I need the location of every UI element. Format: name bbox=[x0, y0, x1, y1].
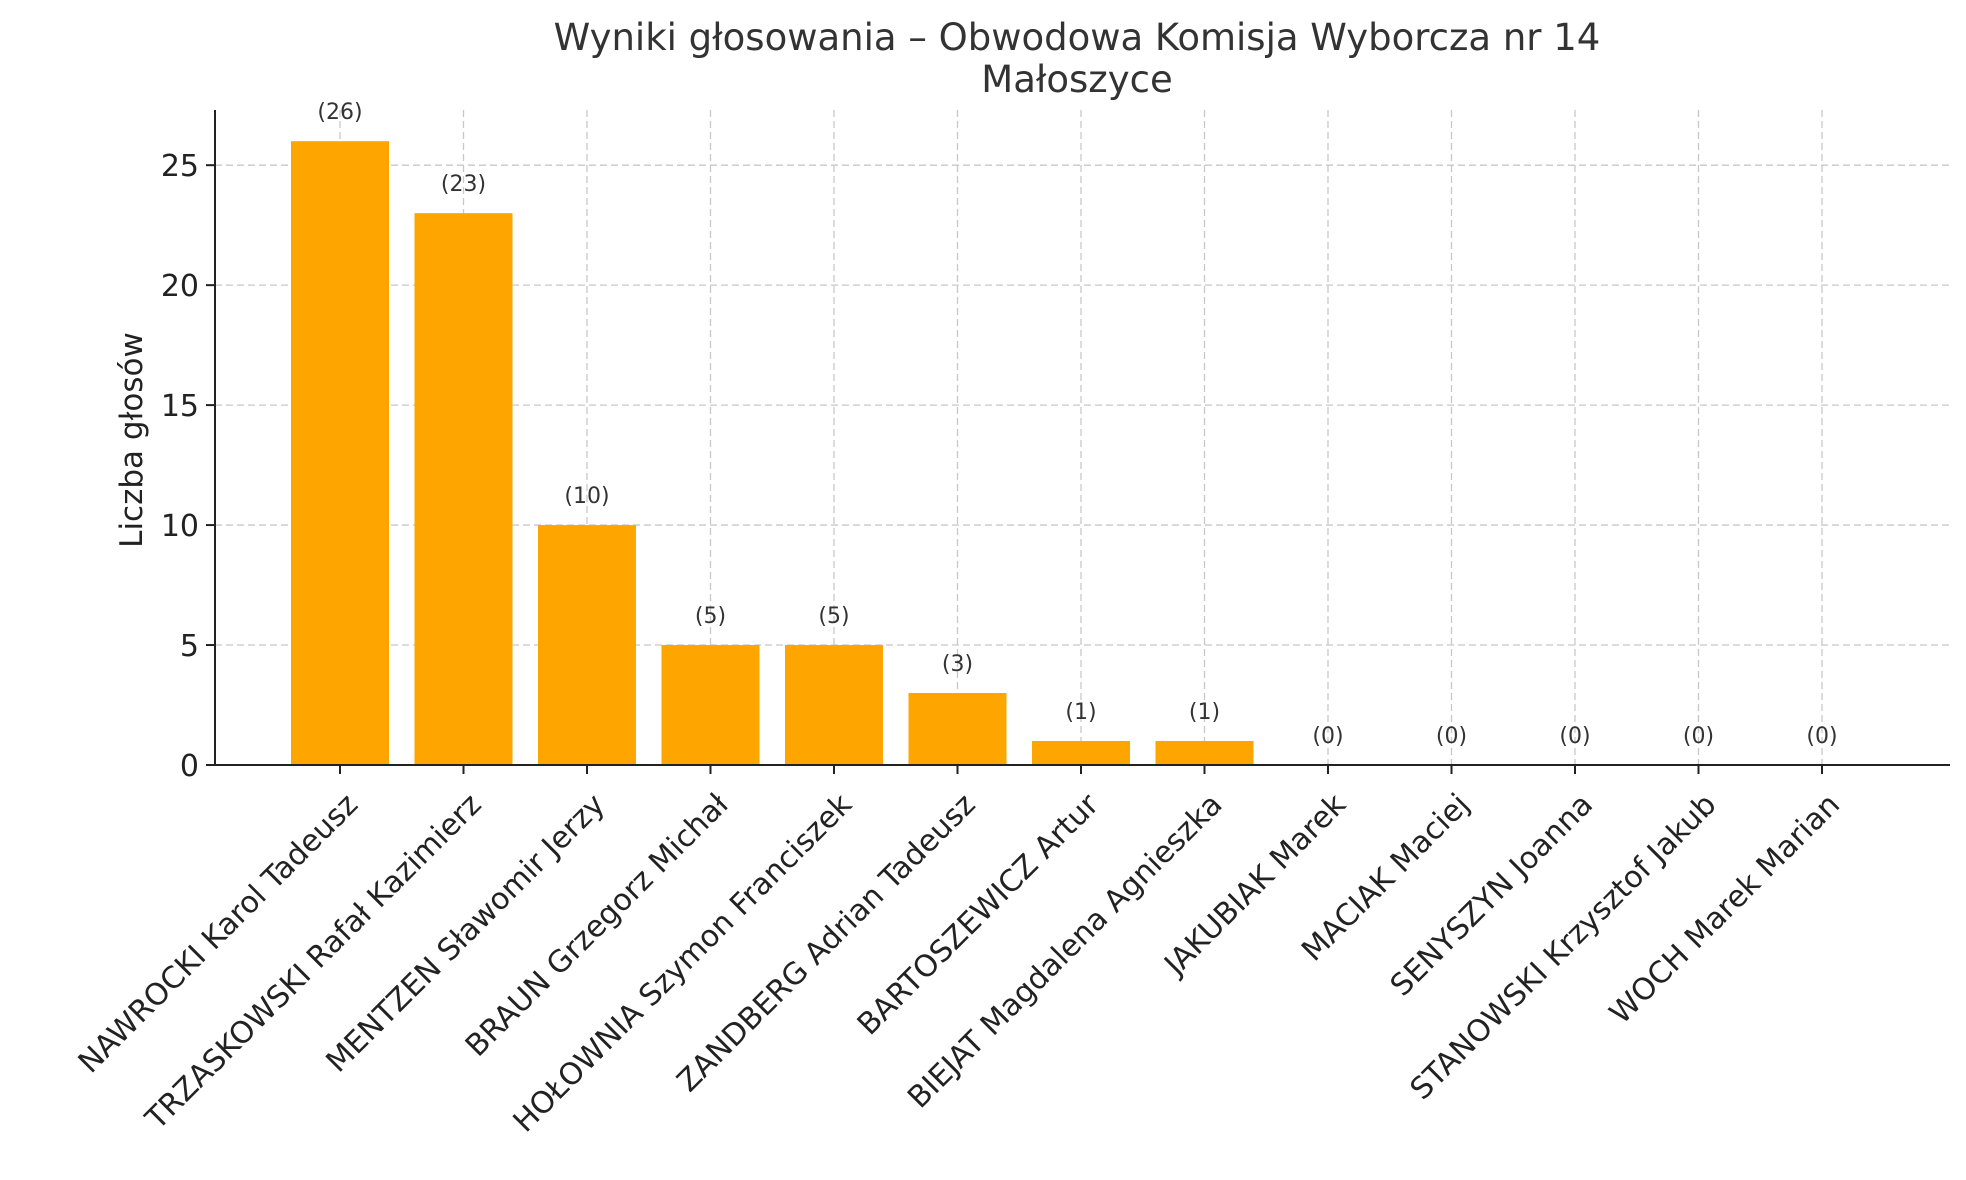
bar-data-label: (26) bbox=[317, 100, 362, 125]
bar-data-label: (23) bbox=[441, 172, 486, 197]
bar-data-label: (0) bbox=[1559, 724, 1590, 749]
y-tick-label: 10 bbox=[161, 509, 199, 544]
bar bbox=[538, 525, 636, 765]
x-tick-label: BARTOSZEWICZ Artur bbox=[851, 787, 1107, 1043]
chart-title-line1: Wyniki głosowania – Obwodowa Komisja Wyb… bbox=[554, 16, 1601, 59]
bar-data-label: (0) bbox=[1312, 724, 1343, 749]
bars-layer bbox=[291, 141, 1254, 765]
bar bbox=[291, 141, 389, 765]
axes-layer bbox=[206, 110, 1950, 774]
y-tick-label: 15 bbox=[161, 389, 199, 424]
bar-data-label: (5) bbox=[695, 604, 726, 629]
bar bbox=[414, 213, 513, 765]
x-tick-label: WOCH Marek Marian bbox=[1603, 787, 1847, 1031]
bar bbox=[1155, 741, 1254, 765]
x-tick-label: BRAUN Grzegorz Michał bbox=[459, 787, 736, 1064]
bar-data-label: (5) bbox=[818, 604, 849, 629]
bar-data-label: (1) bbox=[1065, 700, 1096, 725]
bar-data-label: (3) bbox=[942, 652, 973, 677]
bar-data-label: (0) bbox=[1436, 724, 1467, 749]
y-tick-label: 0 bbox=[180, 749, 199, 784]
bar bbox=[908, 693, 1007, 765]
y-axis-label: Liczba głosów bbox=[114, 332, 150, 548]
bar-data-label: (0) bbox=[1806, 724, 1837, 749]
bar bbox=[1032, 741, 1130, 765]
y-tick-label: 5 bbox=[180, 629, 199, 664]
bar-data-label: (0) bbox=[1683, 724, 1714, 749]
x-tick-label: SENYSZYN Joanna bbox=[1384, 787, 1600, 1003]
y-tick-label: 20 bbox=[161, 269, 199, 304]
bar-data-label: (1) bbox=[1189, 700, 1220, 725]
bar bbox=[785, 645, 883, 765]
y-tick-label: 25 bbox=[161, 149, 199, 184]
chart-title-line2: Małoszyce bbox=[981, 58, 1172, 101]
bar-data-label: (10) bbox=[564, 484, 609, 509]
bar bbox=[661, 645, 760, 765]
